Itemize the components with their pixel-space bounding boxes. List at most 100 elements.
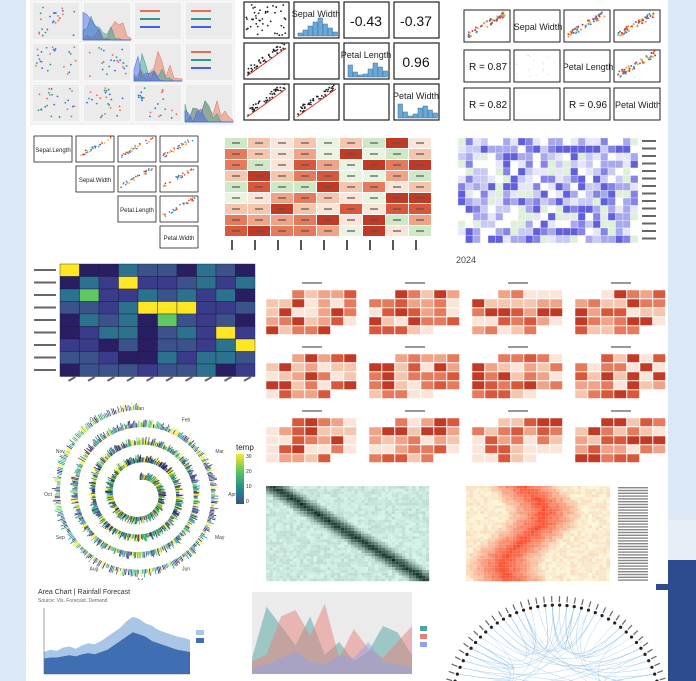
red-heat-value: [393, 164, 401, 166]
spiral-bar: [160, 526, 163, 530]
green-heat-cell: [415, 539, 419, 542]
green-heat-cell: [408, 564, 413, 568]
green-heat-cell: [323, 561, 328, 565]
green-heat-cell: [276, 502, 280, 506]
pairs-point: [88, 51, 91, 54]
red-heat-xlabel: [369, 240, 371, 250]
calendar-day-cell: [523, 325, 537, 335]
blue-heat-cell: [495, 227, 504, 236]
spiral-bar: [133, 551, 136, 559]
density-curve: [133, 50, 183, 82]
spiral-bar: [205, 467, 212, 471]
tri-point: [143, 173, 146, 175]
green-heat-cell: [388, 542, 392, 545]
green-heat-cell: [327, 539, 331, 542]
spiral-bar: [175, 489, 184, 491]
green-heat-cell: [351, 572, 355, 576]
viridis-cell: [157, 263, 178, 277]
red-heat-value: [347, 153, 355, 155]
green-heat-cell: [361, 542, 365, 545]
spiral-bar: [118, 549, 121, 554]
green-heat-cell: [340, 516, 345, 520]
calendar-day-cell: [549, 380, 563, 390]
green-heat-cell: [347, 486, 351, 489]
green-heat-cell: [269, 544, 273, 548]
calendar-day-cell: [278, 380, 292, 390]
blue-heat-cell: [547, 212, 556, 221]
green-heat-cell: [388, 511, 392, 514]
spiral-bar: [124, 514, 128, 518]
blue-heat-cell: [540, 212, 549, 221]
blue-heat-cell: [547, 197, 556, 206]
green-heat-cell: [374, 511, 379, 514]
green-heat-cell: [337, 553, 341, 556]
red-heat-value: [301, 197, 309, 199]
calendar-day-cell: [381, 444, 395, 454]
calendar-day-cell: [446, 417, 460, 427]
green-heat-cell: [330, 488, 334, 492]
green-heat-cell: [381, 502, 385, 506]
tri-point: [97, 145, 100, 148]
calendar-day-cell: [510, 417, 524, 427]
spiral-bar: [102, 434, 106, 439]
viridis-rowlabel: [34, 331, 56, 334]
spiral-bar: [96, 513, 102, 517]
green-heat-cell: [381, 494, 385, 498]
green-heat-cell: [300, 561, 304, 565]
spiral-bar: [125, 459, 130, 466]
green-heat-cell: [276, 539, 280, 542]
spiral-bar: [188, 518, 196, 523]
viridis-cell: [79, 301, 100, 315]
green-heat-cell: [340, 530, 345, 534]
blue-heat-cell: [562, 220, 571, 229]
spiral-bar: [96, 461, 103, 467]
calendar-day-cell: [497, 371, 511, 381]
green-heat-cell: [398, 572, 402, 576]
spiral-bar: [124, 515, 129, 522]
r-point: [592, 20, 595, 23]
green-heat-cell: [378, 514, 382, 517]
spiral-bar: [113, 473, 118, 477]
orange-heat-cell: [577, 486, 582, 489]
blue-heat-cell: [622, 205, 631, 214]
blue-heat-cell: [577, 167, 586, 176]
corr-point: [266, 24, 269, 27]
spiral-bar: [170, 474, 177, 478]
green-heat-cell: [391, 486, 396, 489]
spiral-bar: [124, 463, 127, 468]
spiral-bar: [144, 419, 146, 428]
spiral-bar: [105, 489, 113, 492]
spiral-bar: [144, 533, 147, 542]
green-heat-cell: [337, 511, 341, 514]
green-heat-cell: [272, 500, 277, 503]
corr-point: [251, 108, 254, 111]
green-heat-cell: [412, 486, 416, 489]
orange-heat-cell: [516, 488, 520, 492]
blue-heat-cell: [540, 235, 549, 244]
blue-heat-cell: [457, 152, 466, 161]
spiral-bar: [173, 428, 178, 436]
green-heat-cell: [419, 567, 423, 570]
blue-heat-cell: [547, 145, 556, 154]
green-heat-cell: [402, 561, 406, 565]
green-heat-cell: [402, 522, 406, 526]
spiral-bar: [63, 524, 68, 527]
green-heat-cell: [408, 578, 413, 582]
green-heat-cell: [388, 553, 392, 556]
blue-heat-cell: [577, 227, 586, 236]
green-heat-cell: [344, 486, 348, 489]
spiral-bar: [74, 433, 80, 439]
calendar-day-cell: [278, 316, 292, 326]
pairs-point: [91, 98, 93, 101]
green-heat-cell: [361, 486, 365, 489]
viridis-rowlabel: [34, 281, 56, 284]
spiral-bar: [182, 435, 188, 441]
calendar-day-cell: [471, 389, 485, 399]
green-heat-cell: [276, 547, 280, 551]
green-heat-cell: [289, 528, 294, 531]
spiral-bar: [157, 547, 160, 553]
green-heat-cell: [283, 550, 287, 554]
green-heat-cell: [405, 525, 409, 528]
spiral-bar: [79, 546, 84, 550]
green-heat-cell: [371, 570, 375, 573]
